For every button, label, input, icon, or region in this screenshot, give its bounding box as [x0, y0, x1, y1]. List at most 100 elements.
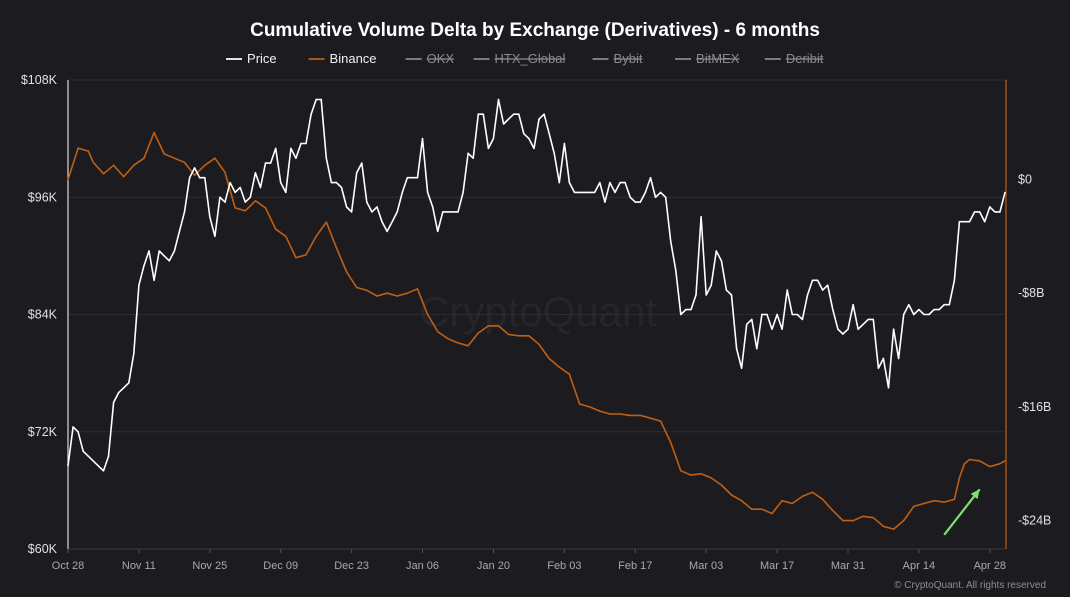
- legend-item-deribit[interactable]: Deribit: [764, 51, 824, 66]
- data-point-binance: [457, 342, 459, 344]
- legend-label: Bybit: [614, 51, 643, 66]
- data-point-price: [958, 221, 961, 223]
- data-point-price: [796, 313, 798, 316]
- data-point-price: [421, 137, 424, 140]
- data-point-price: [168, 260, 170, 262]
- data-point-price: [224, 201, 226, 203]
- data-point-price: [477, 113, 479, 115]
- data-point-price: [193, 167, 196, 169]
- data-point-price: [639, 201, 641, 203]
- data-point-binance: [751, 508, 753, 510]
- data-point-price: [705, 294, 707, 296]
- data-point-binance: [102, 173, 105, 175]
- data-point-price: [994, 211, 996, 213]
- legend-item-bitmex[interactable]: BitMEX: [675, 51, 740, 66]
- data-point-price: [832, 308, 834, 311]
- data-point-price: [300, 142, 302, 145]
- data-point-price: [766, 313, 768, 316]
- data-point-binance: [1004, 460, 1006, 462]
- data-point-binance: [968, 458, 971, 461]
- data-point-price: [371, 211, 373, 213]
- data-point-price: [746, 323, 748, 325]
- data-point-price: [239, 186, 241, 189]
- copyright-text: © CryptoQuant. All rights reserved: [894, 580, 1046, 591]
- data-point-price: [178, 230, 181, 233]
- data-point-binance: [244, 210, 246, 212]
- data-point-binance: [173, 157, 176, 159]
- data-point-price: [340, 186, 343, 189]
- x-axis-tick-label: Apr 28: [974, 560, 1006, 572]
- data-point-price: [432, 206, 434, 208]
- data-point-binance: [325, 221, 327, 223]
- grid-lines: [68, 79, 1005, 433]
- data-point-price: [897, 357, 900, 360]
- left-axis-tick-label: $96K: [28, 190, 58, 204]
- right-axis-tick-label: -$8B: [1018, 286, 1044, 300]
- data-point-price: [887, 387, 890, 389]
- data-point-price: [229, 181, 231, 184]
- data-point-binance: [437, 330, 439, 333]
- data-point-price: [654, 196, 657, 198]
- data-point-binance: [578, 403, 581, 405]
- legend-item-okx[interactable]: OKX: [405, 51, 455, 66]
- legend-item-htx-global[interactable]: HTX_Global: [473, 51, 566, 66]
- data-point-binance: [670, 441, 672, 444]
- data-point-binance: [979, 460, 981, 462]
- data-point-price: [594, 191, 596, 194]
- data-point-price: [507, 118, 510, 120]
- data-point-price: [751, 318, 753, 321]
- data-point-price: [442, 211, 444, 213]
- data-point-price: [123, 387, 125, 389]
- data-point-binance: [143, 157, 145, 159]
- data-point-price: [254, 172, 257, 174]
- left-axis-tick-label: $60K: [28, 542, 58, 556]
- data-point-price: [325, 157, 327, 159]
- data-point-binance: [680, 470, 682, 472]
- data-point-price: [862, 323, 864, 325]
- data-point-binance: [801, 495, 804, 498]
- data-point-price: [735, 348, 738, 350]
- legend-item-binance[interactable]: Binance: [308, 51, 377, 66]
- data-point-binance: [558, 366, 560, 368]
- data-point-price: [533, 147, 535, 150]
- data-point-price: [153, 279, 155, 281]
- data-point-binance: [958, 477, 961, 479]
- data-point-binance: [254, 200, 257, 202]
- data-point-price: [811, 279, 814, 281]
- data-point-price: [963, 221, 966, 223]
- data-point-binance: [153, 131, 155, 134]
- data-point-price: [923, 313, 925, 316]
- data-point-price: [568, 181, 571, 184]
- data-point-price: [356, 172, 358, 174]
- legend-label: Binance: [330, 51, 377, 66]
- data-point-binance: [720, 484, 723, 486]
- data-point-binance: [943, 501, 945, 503]
- data-point-binance: [234, 207, 236, 209]
- data-point-binance: [933, 500, 935, 502]
- data-point-price: [680, 313, 682, 316]
- data-point-binance: [497, 325, 500, 327]
- data-point-binance: [822, 498, 824, 500]
- data-point-price: [589, 191, 591, 194]
- data-point-price: [391, 221, 393, 223]
- data-point-price: [715, 250, 717, 252]
- data-point-binance: [335, 247, 338, 249]
- legend-item-price[interactable]: Price: [226, 51, 277, 66]
- left-axis-tick-label: $84K: [28, 308, 58, 322]
- data-point-binance: [67, 178, 69, 181]
- data-point-price: [695, 294, 697, 296]
- data-point-price: [558, 181, 560, 184]
- data-point-price: [968, 221, 971, 223]
- data-point-price: [1004, 191, 1006, 194]
- right-axis-tick-label: $0: [1018, 172, 1032, 186]
- chart-title: Cumulative Volume Delta by Exchange (Der…: [250, 20, 820, 41]
- arrow-head: [970, 489, 980, 500]
- data-point-binance: [761, 508, 763, 510]
- data-point-price: [892, 328, 895, 330]
- data-point-price: [437, 230, 439, 233]
- data-point-price: [720, 260, 723, 262]
- data-point-price: [953, 279, 956, 281]
- data-point-price: [457, 211, 459, 213]
- data-point-price: [335, 181, 338, 184]
- legend-item-bybit[interactable]: Bybit: [592, 51, 643, 66]
